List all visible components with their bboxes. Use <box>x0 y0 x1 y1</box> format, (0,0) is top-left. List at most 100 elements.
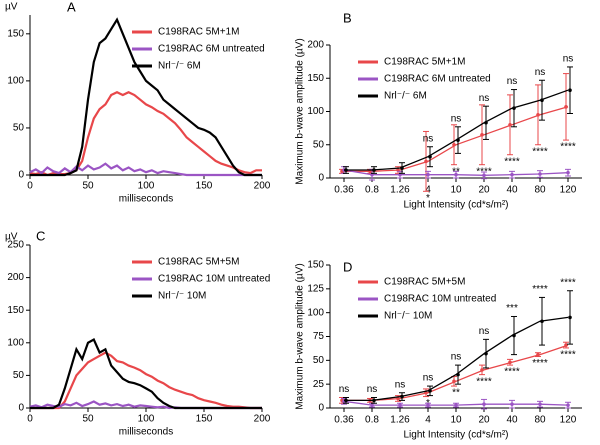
point <box>568 315 572 320</box>
point <box>538 402 542 406</box>
point <box>480 368 484 372</box>
panel-label: D <box>343 259 352 274</box>
x-tick-label: 0.36 <box>334 415 354 426</box>
x-tick-label: 200 <box>254 181 271 192</box>
significance: **** <box>532 146 548 157</box>
panel-label: B <box>343 10 352 25</box>
y-tick-label: 100 <box>307 307 324 318</box>
y-tick-label: 200 <box>7 272 24 283</box>
y-tick-label: 150 <box>307 73 324 84</box>
legend-label: Nrl⁻/⁻ 6M <box>384 91 427 102</box>
point <box>536 113 540 117</box>
x-axis-label: Light Intensity (cd*s/m²) <box>403 430 508 441</box>
significance: ns <box>451 352 462 363</box>
y-axis-label: µV <box>5 232 18 243</box>
significance: ns <box>423 133 434 144</box>
significance: **** <box>560 277 576 288</box>
point <box>482 402 486 406</box>
point <box>564 343 568 347</box>
x-tick-label: 100 <box>138 181 155 192</box>
x-tick-label: 120 <box>560 185 577 196</box>
x-tick-label: 200 <box>254 414 271 425</box>
point <box>512 333 516 338</box>
x-tick-label: 0.8 <box>365 185 379 196</box>
x-tick-label: 50 <box>82 414 94 425</box>
legend-label: Nrl⁻/⁻ 10M <box>384 311 432 322</box>
x-axis-label: milliseconds <box>119 194 173 205</box>
x-tick-label: 0.8 <box>365 415 379 426</box>
significance: **** <box>532 358 548 369</box>
y-tick-label: 125 <box>307 283 324 294</box>
significance: ns <box>395 379 406 390</box>
significance: ** <box>452 166 460 177</box>
x-tick-label: 4 <box>425 415 431 426</box>
point <box>484 351 488 356</box>
significance: * <box>426 193 430 204</box>
y-tick-label: 25 <box>313 379 325 390</box>
x-tick-label: 20 <box>478 415 490 426</box>
y-tick-label: 0 <box>318 403 324 414</box>
point <box>456 372 460 377</box>
y-tick-label: 150 <box>7 28 24 39</box>
point <box>370 403 374 407</box>
point <box>400 394 404 399</box>
significance: ns <box>507 76 518 87</box>
y-tick-label: 50 <box>313 139 325 150</box>
point <box>456 138 460 142</box>
legend-label: Nrl⁻/⁻ 6M <box>158 61 201 72</box>
x-tick-label: 80 <box>534 185 546 196</box>
x-tick-label: 40 <box>506 185 518 196</box>
x-tick-label: 0 <box>27 181 33 192</box>
significance: **** <box>476 376 492 387</box>
y-tick-label: 100 <box>7 337 24 348</box>
point <box>454 403 458 407</box>
point <box>568 88 572 93</box>
point <box>540 319 544 324</box>
significance: **** <box>560 350 576 361</box>
significance: ns <box>367 384 378 395</box>
trace <box>30 337 262 410</box>
series-line <box>344 106 569 172</box>
significance: **** <box>476 166 492 177</box>
point <box>400 166 404 170</box>
point <box>512 106 516 110</box>
x-tick-label: 150 <box>196 181 213 192</box>
point <box>426 403 430 407</box>
point <box>424 159 428 164</box>
x-tick-label: 4 <box>425 185 431 196</box>
point <box>484 121 488 125</box>
point <box>372 168 376 172</box>
x-tick-label: 50 <box>82 181 94 192</box>
significance: ns <box>563 54 574 65</box>
legend-label: C198RAC 6M untreated <box>158 44 265 55</box>
x-tick-label: 100 <box>138 414 155 425</box>
significance: ns <box>479 326 490 337</box>
trace <box>30 17 262 177</box>
significance: **** <box>504 367 520 378</box>
legend-label: Nrl⁻/⁻ 10M <box>158 291 206 302</box>
legend-label: C198RAC 5M+1M <box>158 27 239 38</box>
y-tick-label: 50 <box>13 370 25 381</box>
point <box>428 154 432 159</box>
trace <box>30 351 262 410</box>
point <box>508 123 512 127</box>
y-tick-label: 150 <box>7 305 24 316</box>
x-tick-label: 20 <box>478 185 490 196</box>
y-tick-label: 75 <box>313 331 325 342</box>
y-tick-label: 150 <box>307 260 324 271</box>
point <box>344 168 348 172</box>
legend-label: C198RAC 5M+5M <box>384 277 465 288</box>
point <box>428 389 432 393</box>
significance: ns <box>451 113 462 124</box>
significance: ns <box>339 384 350 395</box>
series-line <box>344 89 569 171</box>
y-tick-label: 0 <box>318 173 324 184</box>
significance: **** <box>504 156 520 167</box>
point <box>510 402 514 406</box>
x-tick-label: 10 <box>450 415 462 426</box>
point <box>398 403 402 407</box>
y-tick-label: 0 <box>18 403 24 414</box>
significance: *** <box>506 303 518 314</box>
significance: **** <box>532 284 548 295</box>
